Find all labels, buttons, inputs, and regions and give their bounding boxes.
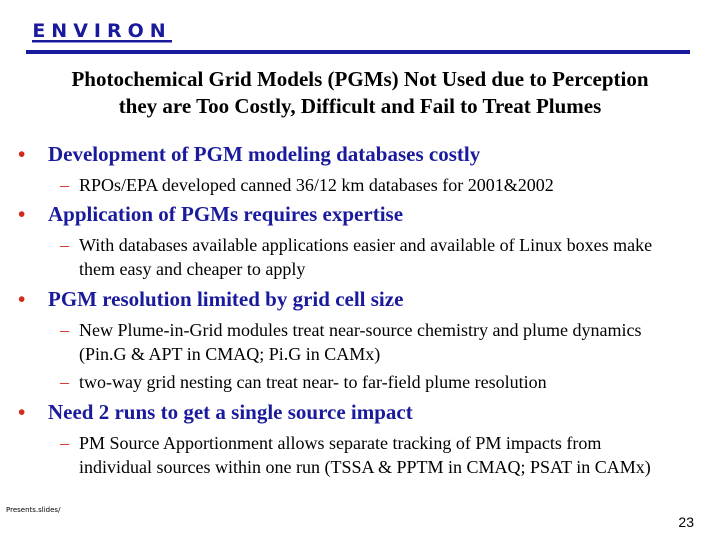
sub-bullet-text: two-way grid nesting can treat near- to … xyxy=(79,372,547,392)
bullet-marker: • xyxy=(18,400,26,424)
bullet-item: • Development of PGM modeling databases c… xyxy=(18,142,480,167)
sub-bullet-item: – PM Source Apportionment allows separat… xyxy=(60,431,670,479)
bullet-text: PGM resolution limited by grid cell size xyxy=(48,287,404,311)
title-line-2: they are Too Costly, Difficult and Fail … xyxy=(118,94,602,118)
sub-bullet-item: – RPOs/EPA developed canned 36/12 km dat… xyxy=(60,173,700,197)
bullet-item: • Application of PGMs requires expertise xyxy=(18,202,403,227)
title-line-1: Photochemical Grid Models (PGMs) Not Use… xyxy=(71,67,649,91)
sub-bullet-text: With databases available applications ea… xyxy=(79,235,653,279)
footer-path: Presents.slides/ xyxy=(6,506,61,514)
bullet-item: • PGM resolution limited by grid cell siz… xyxy=(18,287,403,312)
header-rule xyxy=(26,50,690,54)
bullet-text: Development of PGM modeling databases co… xyxy=(48,142,481,166)
bullet-text: Application of PGMs requires expertise xyxy=(48,202,404,226)
sub-bullet-marker: – xyxy=(60,372,69,392)
sub-bullet-marker: – xyxy=(60,175,69,195)
bullet-marker: • xyxy=(18,142,26,166)
sub-bullet-marker: – xyxy=(60,433,69,453)
sub-bullet-text: RPOs/EPA developed canned 36/12 km datab… xyxy=(79,175,554,195)
sub-bullet-item: – two-way grid nesting can treat near- t… xyxy=(60,370,700,394)
sub-bullet-text: New Plume-in-Grid modules treat near-sou… xyxy=(79,320,642,364)
bullet-marker: • xyxy=(18,202,26,226)
slide-title: Photochemical Grid Models (PGMs) Not Use… xyxy=(0,66,720,120)
environ-logo: ENVIRON xyxy=(30,19,174,43)
sub-bullet-item: – With databases available applications … xyxy=(60,233,660,281)
sub-bullet-item: – New Plume-in-Grid modules treat near-s… xyxy=(60,318,660,366)
page-number: 23 xyxy=(678,514,694,530)
bullet-text: Need 2 runs to get a single source impac… xyxy=(48,400,413,424)
sub-bullet-text: PM Source Apportionment allows separate … xyxy=(79,433,651,477)
bullet-item: • Need 2 runs to get a single source impa… xyxy=(18,400,413,425)
bullet-marker: • xyxy=(18,287,26,311)
sub-bullet-marker: – xyxy=(60,235,69,255)
logo-text: ENVIRON xyxy=(32,20,171,42)
sub-bullet-marker: – xyxy=(60,320,69,340)
